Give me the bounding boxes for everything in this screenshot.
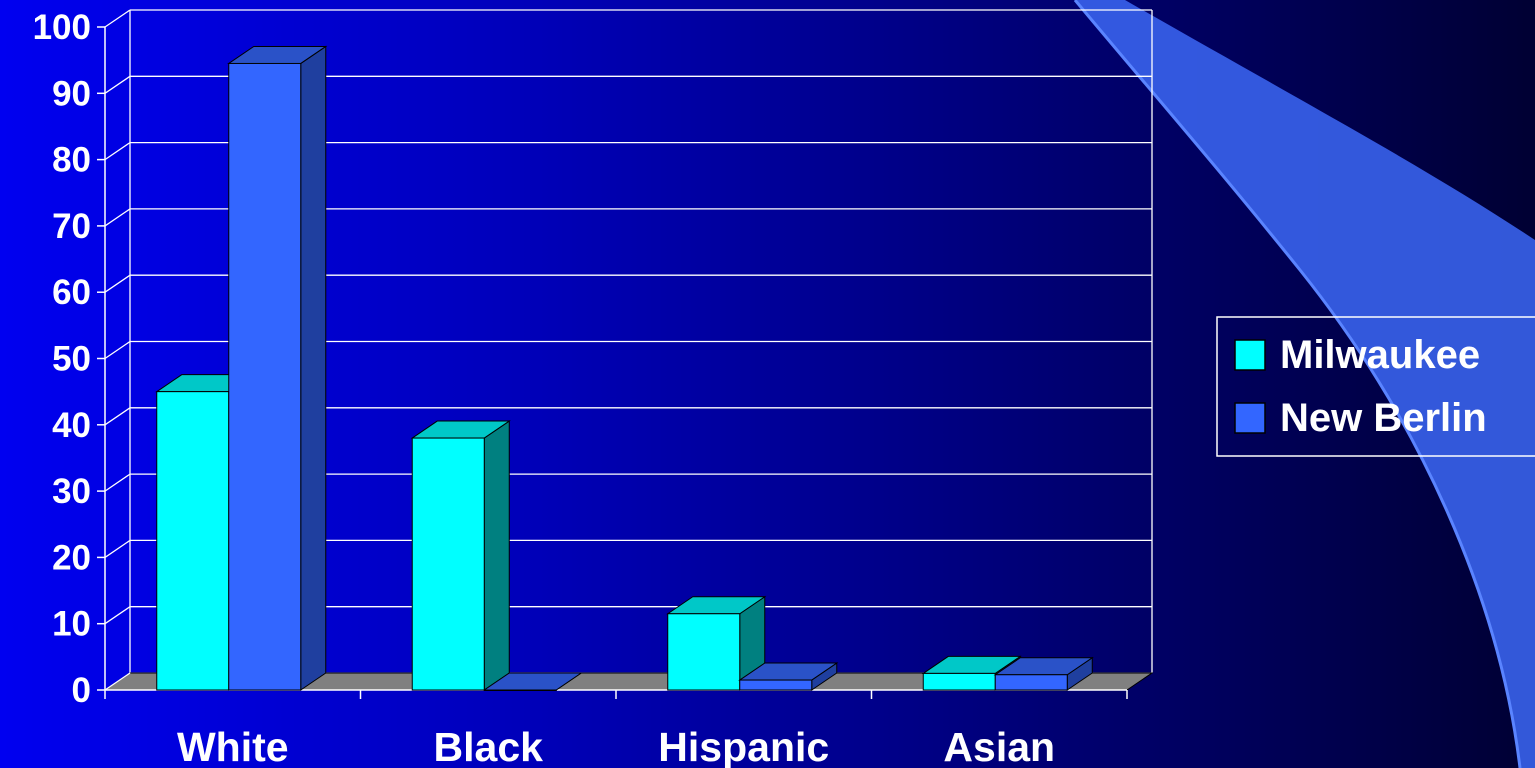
y-tick-label: 50	[52, 340, 91, 379]
bar-side-face	[483, 420, 510, 691]
plot-area: 0 10 20 30 40 50 60 70 80 90 100 White Black Hispanic…	[33, 8, 1154, 768]
bar-front-face	[994, 674, 1068, 691]
y-tick-label: 80	[52, 141, 91, 180]
bar-front-face	[667, 613, 741, 691]
side-wall-gridline	[104, 9, 131, 28]
legend-label: Milwaukee	[1280, 333, 1480, 377]
bar-front-face	[411, 437, 485, 691]
y-tick-label: 60	[52, 273, 91, 312]
legend-swatch	[1234, 339, 1266, 371]
bar-milwaukee-black	[410, 420, 511, 691]
side-wall-gridline	[104, 606, 131, 625]
bar-new-berlin-black	[482, 672, 583, 691]
bar-front-face	[739, 679, 813, 691]
side-wall-gridline	[104, 208, 131, 227]
x-category-label: Asian	[943, 724, 1055, 768]
x-category-label: Black	[434, 724, 544, 768]
side-wall-gridline	[104, 539, 131, 558]
x-category-label: White	[177, 724, 289, 768]
side-wall-gridline	[104, 340, 131, 360]
swoosh-shape	[1075, 0, 1535, 768]
bar-front-face	[228, 62, 302, 691]
bar-milwaukee-hispanic	[666, 595, 767, 691]
y-tick-label: 100	[33, 8, 91, 47]
x-category-label: Hispanic	[658, 724, 829, 768]
legend-label: New Berlin	[1280, 396, 1487, 440]
y-tick-label: 0	[72, 671, 91, 710]
side-wall-gridline	[104, 142, 131, 161]
side-wall-gridline	[104, 75, 131, 94]
bar-front-face	[483, 689, 557, 691]
swoosh-edge	[1073, 0, 1522, 768]
side-wall-gridline	[104, 473, 131, 492]
legend-swatch	[1234, 402, 1266, 434]
y-tick-label: 10	[52, 605, 91, 644]
legend: Milwaukee New Berlin	[1216, 316, 1535, 457]
bar-front-face	[922, 672, 996, 691]
background-swoosh-decoration	[1073, 0, 1535, 768]
y-tick-label: 40	[52, 406, 91, 445]
side-wall-gridline	[104, 672, 131, 691]
side-wall-gridline	[104, 407, 131, 426]
y-tick-label: 30	[52, 472, 91, 511]
y-tick-label: 90	[52, 74, 91, 113]
side-wall-gridline	[104, 274, 131, 293]
bar-new-berlin-asian	[993, 656, 1094, 691]
bar-side-face	[300, 45, 327, 691]
bar-new-berlin-white	[227, 45, 328, 691]
bar-new-berlin-hispanic	[738, 662, 839, 691]
y-tick-label: 20	[52, 538, 91, 577]
legend-box	[1216, 316, 1535, 457]
y-tick-label: 70	[52, 207, 91, 246]
bar-front-face	[156, 391, 230, 691]
